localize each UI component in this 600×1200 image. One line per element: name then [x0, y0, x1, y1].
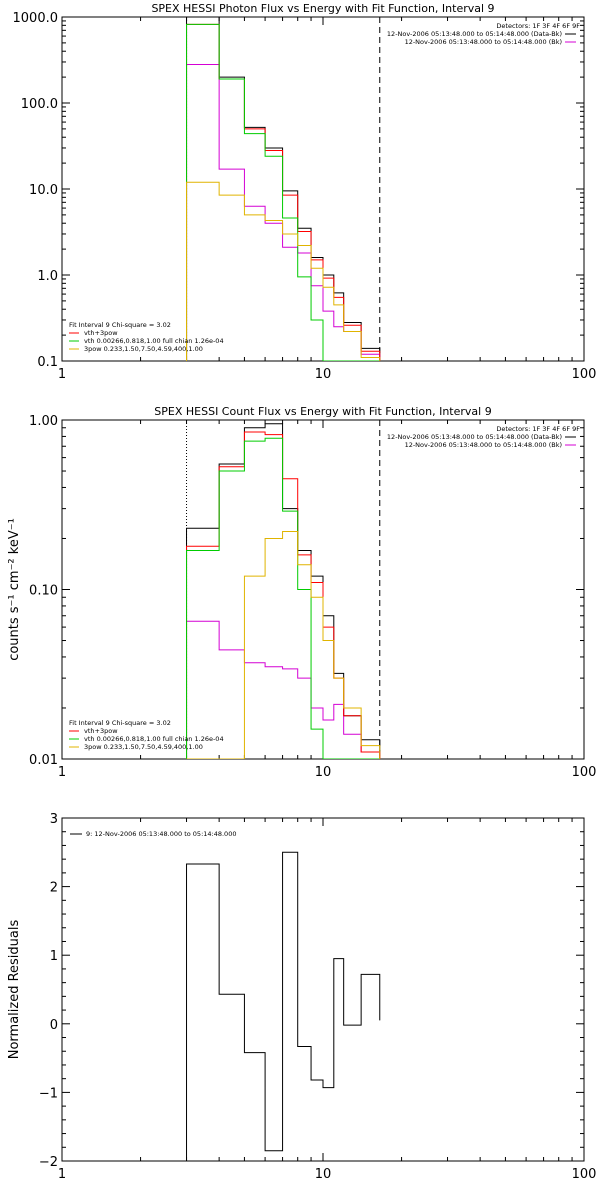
x-tick-label: 10	[315, 765, 332, 780]
legend-label: vth 0.00266,0.818,1.00 full chian 1.26e-…	[84, 337, 224, 345]
y-tick-label: 0.10	[29, 584, 58, 599]
series-line-bk	[186, 64, 381, 361]
series-line-bk	[186, 620, 381, 759]
legend-label: Fit Interval 9 Chi-square = 3.02	[69, 321, 171, 329]
y-tick-label: 100.0	[21, 97, 58, 112]
x-tick-label: 100	[572, 1167, 597, 1182]
y-tick-label: 2	[50, 881, 58, 896]
y-axis-label: Normalized Residuals	[7, 920, 22, 1060]
chart-title: SPEX HESSI Photon Flux vs Energy with Fi…	[151, 2, 494, 15]
x-tick-label: 1	[58, 1167, 66, 1182]
legend-label: vth+3pow	[84, 329, 118, 337]
legend-label: 12-Nov-2006 05:13:48.000 to 05:14:48.000…	[405, 38, 562, 46]
y-tick-label: 0	[50, 1018, 58, 1033]
y-tick-label: 1000.0	[13, 11, 59, 26]
chart-title: SPEX HESSI Count Flux vs Energy with Fit…	[154, 405, 491, 418]
y-tick-label: −1	[39, 1086, 58, 1101]
x-tick-label: 100	[572, 765, 597, 780]
series-line-data-bk	[186, 17, 381, 361]
y-tick-label: 0.01	[29, 753, 58, 768]
legend-label: Detectors: 1F 3F 4F 6F 9F	[496, 425, 580, 433]
x-tick-label: 100	[572, 367, 597, 382]
series-line-vth-3pow	[186, 431, 381, 759]
legend-label: 12-Nov-2006 05:13:48.000 to 05:14:48.000…	[387, 433, 562, 441]
series-line-vth-3pow	[186, 23, 381, 361]
legend-label: Detectors: 1F 3F 4F 6F 9F	[496, 22, 580, 30]
x-tick-label: 1	[58, 765, 66, 780]
legend-label: 12-Nov-2006 05:13:48.000 to 05:14:48.000…	[387, 30, 562, 38]
y-tick-label: 1.00	[29, 414, 58, 429]
legend-label: vth 0.00266,0.818,1.00 full chian 1.26e-…	[84, 735, 224, 743]
legend-label: Fit Interval 9 Chi-square = 3.02	[69, 719, 171, 727]
plot-frame	[61, 817, 585, 1162]
legend-label: 3pow 0.233,1.50,7.50,4.59,400,1.00	[84, 743, 203, 751]
x-tick-label: 10	[315, 1167, 332, 1182]
series-line-3pow	[186, 530, 381, 759]
y-tick-label: 0.1	[37, 355, 58, 370]
y-tick-label: −2	[39, 1155, 58, 1170]
series-line-3pow	[186, 181, 381, 361]
x-tick-label: 1	[58, 367, 66, 382]
legend-label: 12-Nov-2006 05:13:48.000 to 05:14:48.000…	[405, 441, 562, 449]
x-tick-label: 10	[315, 367, 332, 382]
y-tick-label: 1	[50, 949, 58, 964]
series-line-vth	[186, 23, 380, 361]
y-tick-label: 3	[50, 812, 58, 827]
y-tick-label: 1.0	[37, 269, 58, 284]
y-tick-label: 10.0	[29, 183, 58, 198]
series-line-data-bk	[186, 423, 381, 759]
series-line-vth	[186, 437, 380, 759]
legend-label: vth+3pow	[84, 727, 118, 735]
legend-label: 9: 12-Nov-2006 05:13:48.000 to 05:14:48.…	[86, 830, 236, 838]
legend-label: 3pow 0.233,1.50,7.50,4.59,400,1.00	[84, 345, 203, 353]
series-line-9-12-nov-2006-05-13-48-000-to-05-14-48-000	[186, 851, 381, 1161]
y-axis-label: counts s⁻¹ cm⁻² keV⁻¹	[7, 518, 22, 661]
